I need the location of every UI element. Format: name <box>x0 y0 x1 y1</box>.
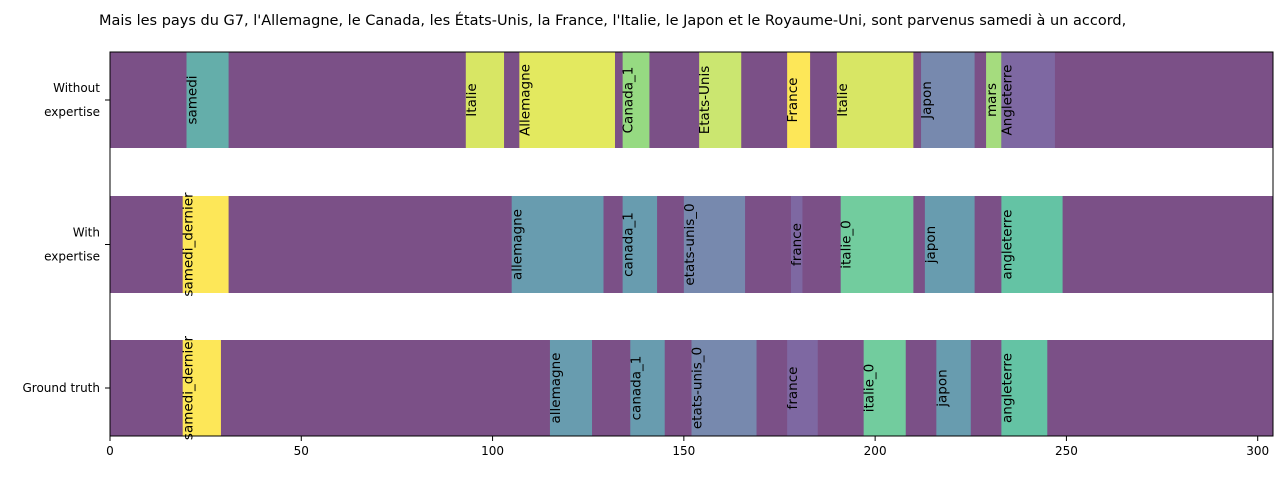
row-background <box>110 52 1273 148</box>
segment-bar <box>1001 196 1063 293</box>
segment-label: etats-unis_0 <box>682 203 698 285</box>
segment-bar <box>924 196 975 293</box>
segment-bar <box>182 196 229 293</box>
segment-label: Italie <box>464 83 480 116</box>
y-tick-label: With <box>73 226 100 240</box>
segment-label: angleterre <box>999 210 1015 280</box>
x-tick-label: 200 <box>864 444 887 458</box>
x-tick-label: 150 <box>672 444 695 458</box>
row-2: samedi_dernier allemagne canada_1 etats-uni… <box>110 335 1273 440</box>
segment-label: Canada_1 <box>621 67 637 134</box>
segment-bar <box>683 196 746 293</box>
segment-label: canada_1 <box>621 212 637 277</box>
y-tick-label: expertise <box>44 105 100 119</box>
segment-bar <box>1001 52 1055 148</box>
segment-bar <box>936 340 971 436</box>
x-tick-label: 100 <box>481 444 504 458</box>
segment-bar <box>836 52 914 148</box>
segment-label: france <box>785 367 801 410</box>
segment-label: etats-unis_0 <box>690 347 706 429</box>
segment-bar <box>622 196 658 293</box>
segment-label: allemagne <box>510 209 526 280</box>
segment-bar <box>691 340 757 436</box>
y-tick-label: Ground truth <box>22 381 100 395</box>
segment-bar <box>622 52 650 148</box>
segment-label: mars <box>984 83 1000 117</box>
segment-label: samedi <box>185 75 201 124</box>
x-tick-label: 0 <box>106 444 114 458</box>
segment-bar <box>790 196 803 293</box>
segment-label: Japon <box>919 81 935 120</box>
segment-bar <box>630 340 665 436</box>
segment-label: Italie <box>835 83 851 116</box>
segment-bar <box>511 196 604 293</box>
segment-bar <box>699 52 742 148</box>
segment-label: France <box>785 78 801 123</box>
row-0: samedi Italie Allemagne Canada_1 Etats-Unis F… <box>110 52 1273 148</box>
segment-label: canada_1 <box>628 356 644 421</box>
segment-bar <box>182 340 221 436</box>
segment-label: samedi_dernier <box>181 192 197 297</box>
segment-bar <box>465 52 505 148</box>
segment-label: japon <box>923 226 939 264</box>
segment-label: angleterre <box>999 353 1015 423</box>
segment-label: italie_0 <box>839 220 855 268</box>
segment-label: Allemagne <box>517 64 533 136</box>
segment-label: samedi_dernier <box>181 335 197 440</box>
segment-bar <box>519 52 615 148</box>
chart-title: Mais les pays du G7, l'Allemagne, le Can… <box>99 12 1126 29</box>
y-tick-label: expertise <box>44 250 100 264</box>
x-tick-label: 300 <box>1246 444 1269 458</box>
x-tick-label: 50 <box>294 444 309 458</box>
segment-label: italie_0 <box>862 364 878 412</box>
row-1: samedi_dernier allemagne canada_1 etats-uni… <box>110 192 1273 297</box>
x-tick-label: 250 <box>1055 444 1078 458</box>
segment-label: france <box>789 223 805 266</box>
segment-bar <box>549 340 593 436</box>
segment-bar <box>840 196 914 293</box>
segment-bar <box>986 52 1002 148</box>
segment-label: allemagne <box>548 353 564 424</box>
rows-layer: samedi Italie Allemagne Canada_1 Etats-Unis F… <box>110 52 1273 440</box>
y-tick-label: Without <box>53 81 100 95</box>
segment-bar <box>787 52 811 148</box>
axis-layer: Without expertise With expertise Ground trut… <box>22 81 1269 458</box>
segment-bar <box>787 340 818 436</box>
segment-label: Angleterre <box>999 65 1015 136</box>
segment-bar <box>863 340 906 436</box>
segment-bar <box>1001 340 1048 436</box>
segment-label: Etats-Unis <box>697 66 713 135</box>
segment-bar <box>921 52 975 148</box>
segment-bar <box>186 52 229 148</box>
segment-label: japon <box>934 369 950 407</box>
